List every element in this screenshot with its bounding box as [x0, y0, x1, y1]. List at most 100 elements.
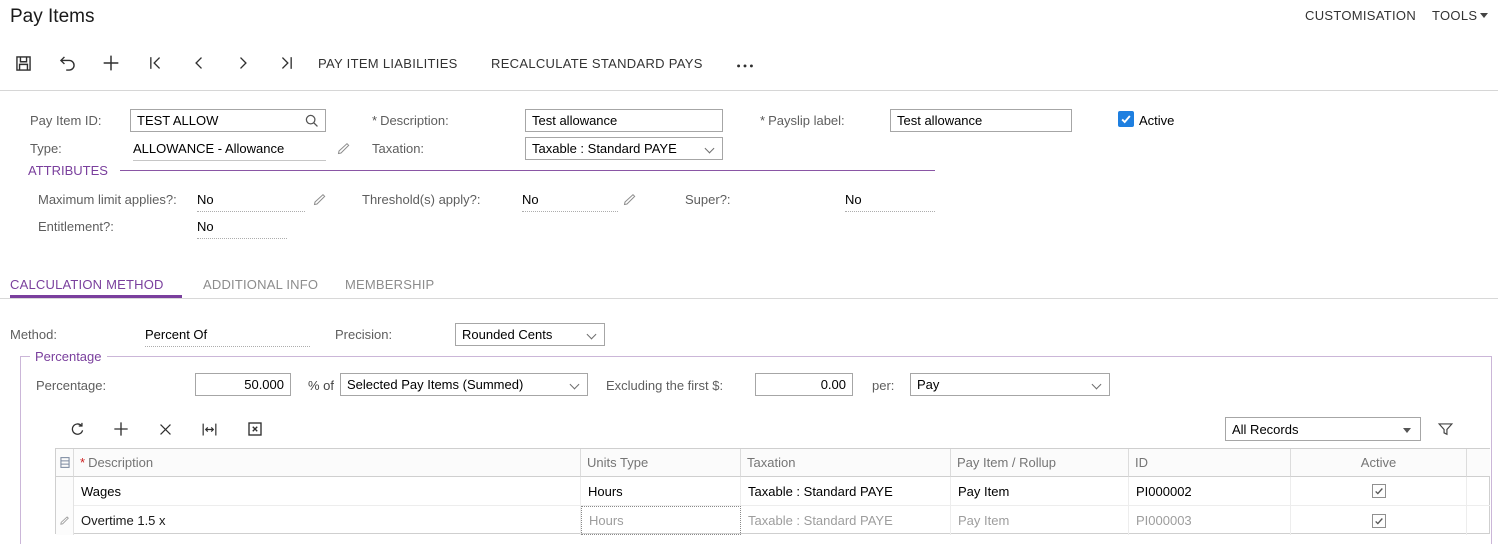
delete-x-icon — [157, 421, 174, 438]
col-header-units-type[interactable]: Units Type — [581, 449, 741, 477]
taxation-select[interactable]: Taxable : Standard PAYE — [525, 137, 723, 160]
pay-item-liabilities-button[interactable]: PAY ITEM LIABILITIES — [318, 56, 458, 71]
payslip-label-label: Payslip label: — [768, 113, 845, 128]
description-input[interactable] — [525, 109, 723, 132]
tools-button[interactable]: TOOLS — [1432, 8, 1478, 23]
required-mark: * — [80, 455, 86, 470]
super-label: Super?: — [685, 192, 731, 207]
per-select[interactable]: Pay — [910, 373, 1110, 396]
cell-description[interactable]: Wages — [74, 477, 581, 506]
recalculate-standard-pays-button[interactable]: RECALCULATE STANDARD PAYS — [491, 56, 703, 71]
grid-fit-columns-button[interactable] — [194, 414, 224, 444]
fit-width-icon — [200, 420, 219, 439]
percent-of-value: Selected Pay Items (Summed) — [347, 377, 524, 392]
grid-delete-row-button[interactable] — [150, 414, 180, 444]
panel-divider — [0, 90, 1498, 91]
undo-button[interactable] — [52, 48, 82, 78]
type-edit-button[interactable] — [336, 141, 351, 156]
col-header-description[interactable]: * Description — [74, 449, 581, 477]
row-selector[interactable] — [56, 477, 74, 506]
grid-filter-value: All Records — [1232, 421, 1299, 437]
grid-filter-select[interactable]: All Records — [1225, 417, 1421, 441]
percent-of-select[interactable]: Selected Pay Items (Summed) — [340, 373, 588, 396]
page-title: Pay Items — [10, 6, 95, 27]
cell-units-type-focused[interactable]: Hours — [581, 506, 741, 535]
threshold-value[interactable]: No — [522, 192, 618, 212]
tools-dropdown-icon — [1480, 13, 1488, 18]
precision-value: Rounded Cents — [462, 327, 553, 342]
pay-items-grid: * Description Units Type Taxation Pay It… — [55, 448, 1490, 535]
percent-of-label: % of — [308, 378, 335, 393]
save-button[interactable] — [8, 48, 38, 78]
required-mark: * — [760, 113, 766, 128]
precision-select[interactable]: Rounded Cents — [455, 323, 605, 346]
grid-refresh-button[interactable] — [62, 414, 92, 444]
percentage-groupbox — [20, 356, 1492, 544]
go-next-button[interactable] — [228, 48, 258, 78]
tab-membership[interactable]: MEMBERSHIP — [345, 277, 435, 292]
row-active-checkbox[interactable] — [1371, 513, 1386, 528]
active-checkbox[interactable] — [1118, 111, 1134, 127]
threshold-label: Threshold(s) apply?: — [362, 192, 481, 207]
entitlement-value[interactable]: No — [197, 219, 287, 239]
pencil-icon — [336, 141, 351, 156]
plus-icon — [111, 419, 131, 439]
col-header-id[interactable]: ID — [1129, 449, 1291, 477]
payslip-label-input[interactable] — [890, 109, 1072, 132]
add-record-button[interactable] — [96, 48, 126, 78]
super-value[interactable]: No — [845, 192, 935, 212]
cell-taxation[interactable]: Taxable : Standard PAYE — [741, 506, 951, 535]
cell-taxation[interactable]: Taxable : Standard PAYE — [741, 477, 951, 506]
max-limit-value[interactable]: No — [197, 192, 305, 212]
grid-export-excel-button[interactable] — [240, 414, 270, 444]
next-record-icon — [233, 53, 253, 73]
check-icon — [1120, 113, 1132, 125]
go-first-button[interactable] — [140, 48, 170, 78]
cell-active[interactable] — [1291, 506, 1467, 535]
grid-settings-header-cell[interactable] — [56, 449, 74, 477]
undo-icon — [57, 53, 78, 74]
entitlement-label: Entitlement?: — [38, 219, 114, 234]
cell-spacer — [1467, 506, 1490, 535]
cell-id[interactable]: PI000002 — [1129, 477, 1291, 506]
grid-filter-settings-button[interactable] — [1430, 414, 1460, 444]
tab-calculation-method[interactable]: CALCULATION METHOD — [10, 277, 164, 292]
type-value[interactable]: ALLOWANCE - Allowance — [133, 141, 326, 161]
max-limit-edit-button[interactable] — [312, 192, 327, 207]
taxation-value: Taxable : Standard PAYE — [532, 141, 677, 156]
col-header-active[interactable]: Active — [1291, 449, 1467, 477]
row-active-checkbox[interactable] — [1371, 484, 1386, 498]
excluding-input[interactable] — [755, 373, 853, 396]
go-last-button[interactable] — [272, 48, 302, 78]
go-previous-button[interactable] — [184, 48, 214, 78]
row-selector-editing[interactable] — [56, 506, 74, 535]
cell-pay-item-rollup[interactable]: Pay Item — [951, 506, 1129, 535]
cell-id[interactable]: PI000003 — [1129, 506, 1291, 535]
check-icon — [1374, 486, 1384, 496]
more-actions-button[interactable] — [730, 50, 760, 80]
cell-description[interactable]: Overtime 1.5 x — [74, 506, 581, 535]
type-label: Type: — [30, 141, 62, 156]
grid-settings-icon — [59, 456, 71, 469]
percentage-input[interactable] — [195, 373, 291, 396]
tab-additional-info[interactable]: ADDITIONAL INFO — [203, 277, 319, 292]
grid-add-row-button[interactable] — [106, 414, 136, 444]
last-record-icon — [277, 53, 297, 73]
pay-item-id-input[interactable] — [130, 109, 326, 132]
cell-units-type[interactable]: Hours — [581, 477, 741, 506]
col-header-taxation[interactable]: Taxation — [741, 449, 951, 477]
cell-pay-item-rollup[interactable]: Pay Item — [951, 477, 1129, 506]
method-value[interactable]: Percent Of — [145, 327, 310, 347]
chevron-down-icon — [1091, 379, 1102, 390]
pay-item-id-lookup-button[interactable] — [303, 112, 320, 129]
threshold-edit-button[interactable] — [622, 192, 637, 207]
chevron-down-icon — [704, 143, 715, 154]
customisation-button[interactable]: CUSTOMISATION — [1305, 8, 1417, 23]
col-header-pay-item-rollup[interactable]: Pay Item / Rollup — [951, 449, 1129, 477]
tab-bar-divider — [0, 298, 1498, 299]
max-limit-label: Maximum limit applies?: — [38, 192, 177, 207]
plus-icon — [100, 52, 122, 74]
pencil-icon — [622, 192, 637, 207]
cell-active[interactable] — [1291, 477, 1467, 506]
per-value: Pay — [917, 377, 940, 392]
